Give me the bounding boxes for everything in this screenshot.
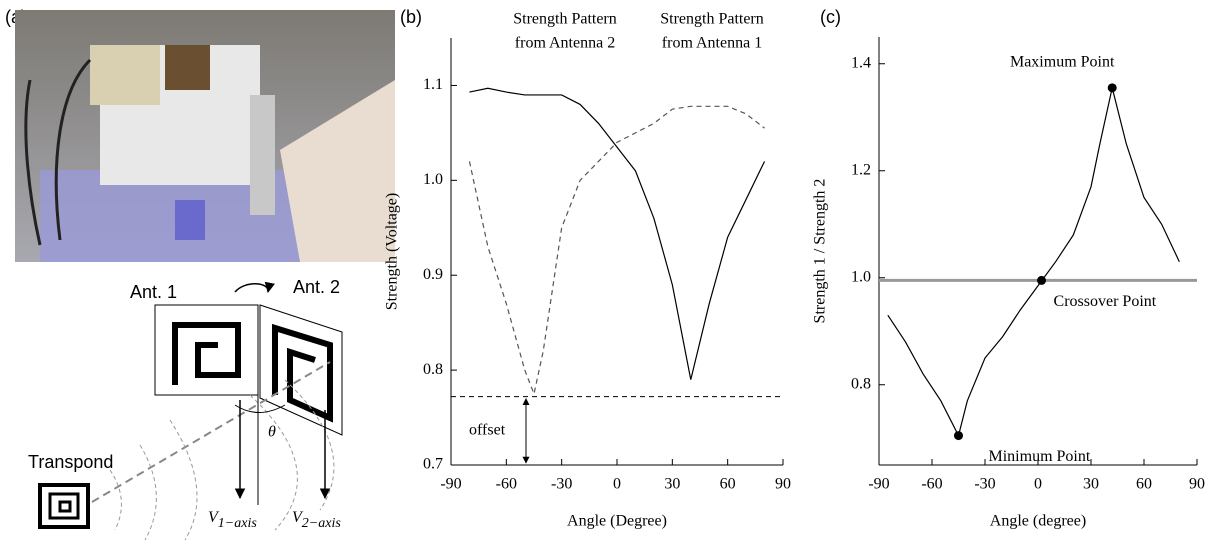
annotation: Strength Pattern [513,11,617,28]
y-tick-label: 0.8 [851,375,871,392]
y-tick-label: 0.7 [423,456,443,473]
x-tick-label: 0 [613,476,621,493]
y-tick-label: 1.0 [423,171,443,188]
photo [15,10,395,262]
y-tick-label: 1.2 [851,161,871,178]
voltage-label: V1−axis [208,509,257,532]
x-tick-label: -90 [440,476,461,493]
x-tick-label: 60 [720,476,736,493]
x-tick-label: 30 [664,476,680,493]
marked-point [954,431,963,441]
x-tick-label: 90 [775,476,791,493]
antenna-label: Ant. 1 [130,282,177,302]
angle-label: θ [268,424,276,441]
offset-label: offset [469,422,506,439]
annotation: Strength Pattern [660,11,764,28]
antenna-label: Ant. 2 [293,277,340,297]
data-line [887,87,1180,438]
panel-label: (b) [400,7,422,27]
x-tick-label: 30 [1083,476,1099,493]
voltage-label: V2−axis [292,509,341,532]
x-tick-label: -30 [551,476,572,493]
y-tick-label: 0.9 [423,266,443,283]
y-tick-label: 1.4 [851,54,871,71]
panel-label: (c) [820,7,841,27]
point-label: Maximum Point [1010,53,1115,70]
point-label: Crossover Point [1054,293,1157,310]
transponder-label: Transpond [28,452,113,472]
x-axis-label: Angle (degree) [990,513,1086,530]
y-axis-label: Strength (Voltage) [384,193,401,310]
annotation: from Antenna 1 [662,35,762,52]
y-tick-label: 1.1 [423,76,443,93]
marked-point [1107,83,1117,93]
x-tick-label: 0 [1034,476,1042,493]
y-tick-label: 0.8 [423,361,443,378]
x-tick-label: -60 [921,476,942,493]
x-tick-label: 90 [1189,476,1205,493]
annotation: from Antenna 2 [515,35,615,52]
x-tick-label: -90 [868,476,889,493]
data-line [469,87,766,380]
y-tick-label: 1.0 [851,268,871,285]
marked-point [1037,275,1047,285]
y-axis-label: Strength 1 / Strength 2 [812,179,829,324]
antenna-diagram [38,281,343,541]
point-label: Minimum Point [989,448,1091,465]
x-axis-label: Angle (Degree) [567,513,667,530]
x-tick-label: 60 [1136,476,1152,493]
x-tick-label: -30 [974,476,995,493]
x-tick-label: -60 [496,476,517,493]
data-line [468,105,765,396]
